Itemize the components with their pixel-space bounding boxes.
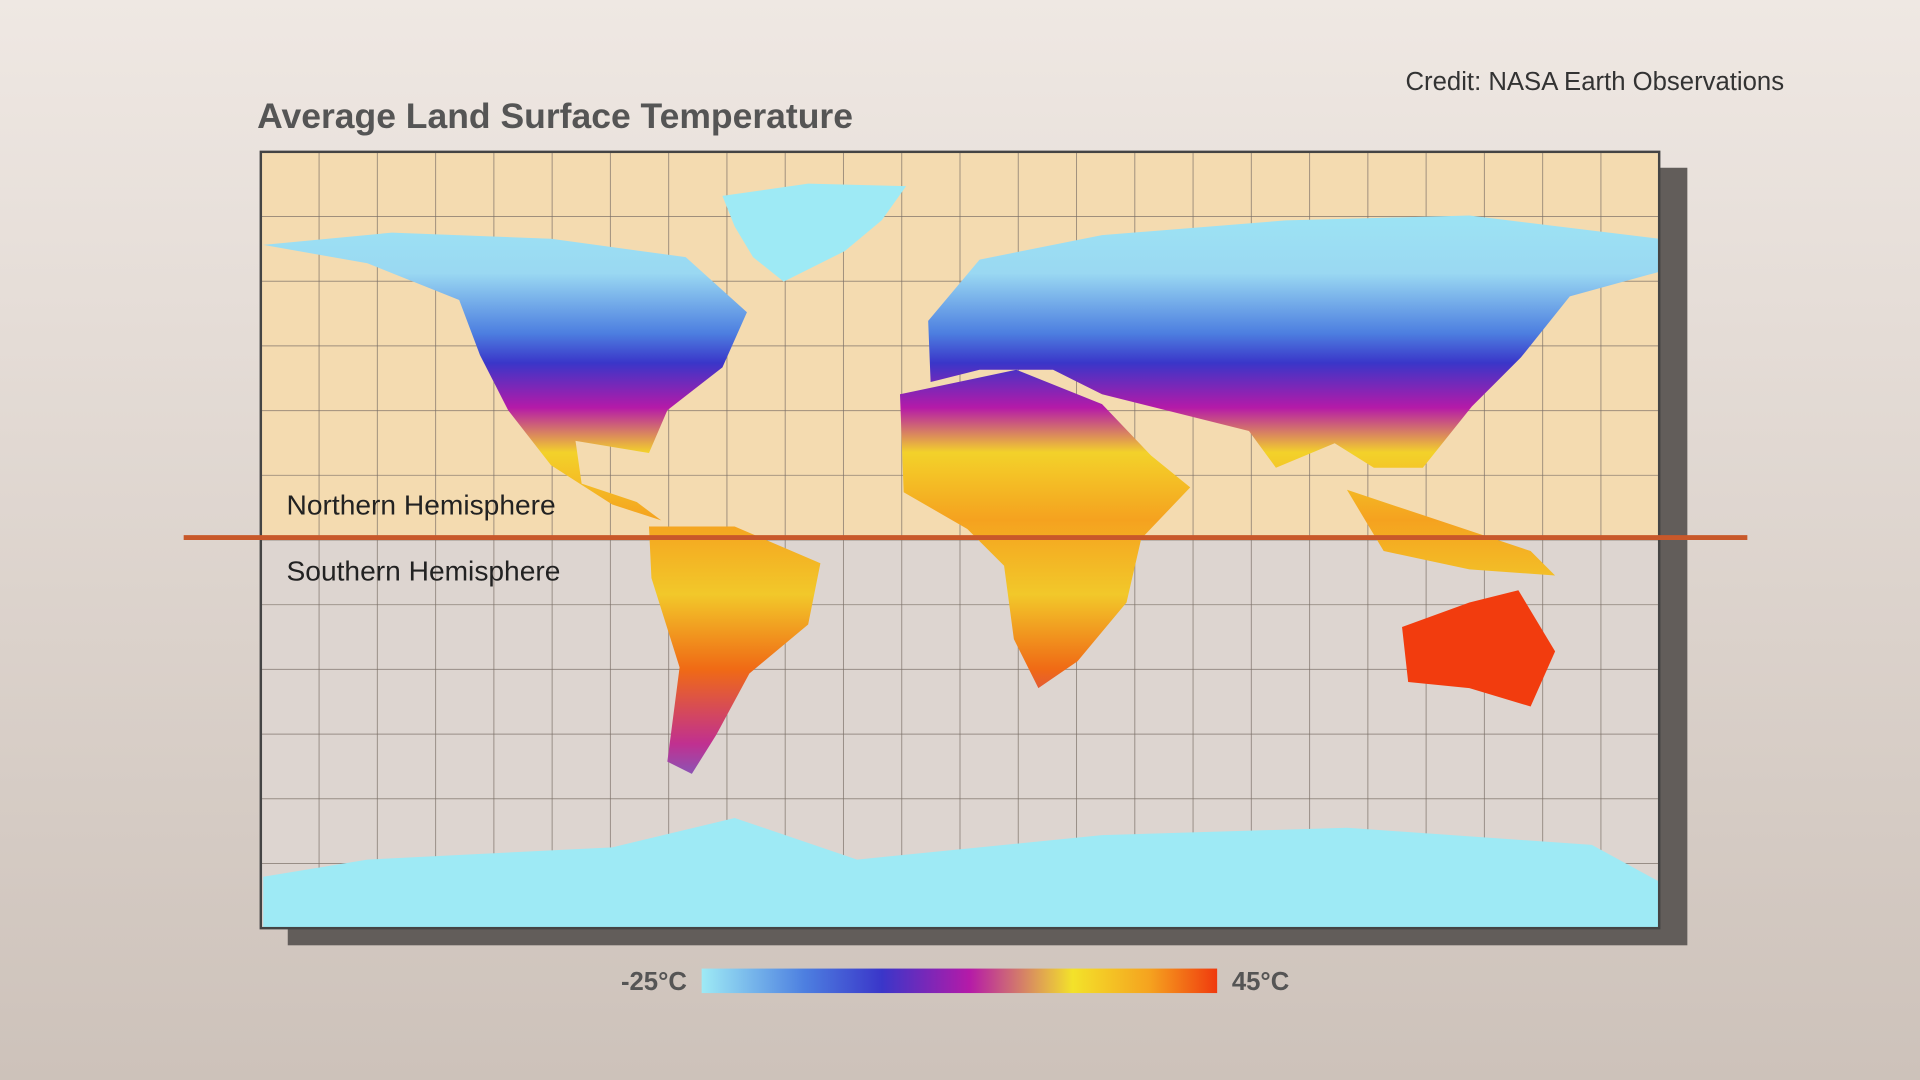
credit: Credit: NASA Earth Observations [1406, 68, 1785, 96]
map [259, 150, 1661, 930]
south-america [648, 526, 821, 774]
legend-min: -25°C [621, 968, 687, 996]
north-america [263, 232, 747, 521]
eurasia [928, 215, 1660, 468]
northern-label: Northern Hemisphere [287, 489, 556, 520]
southern-label: Southern Hemisphere [287, 555, 561, 586]
color-scale [701, 968, 1218, 994]
antarctica [263, 817, 1660, 929]
southeast-asia [1346, 489, 1556, 576]
africa [900, 369, 1191, 689]
australia [1402, 590, 1556, 707]
legend-max: 45°C [1232, 968, 1289, 996]
title: Average Land Surface Temperature [257, 96, 853, 136]
landmasses [263, 183, 1660, 929]
greenland [722, 183, 907, 282]
